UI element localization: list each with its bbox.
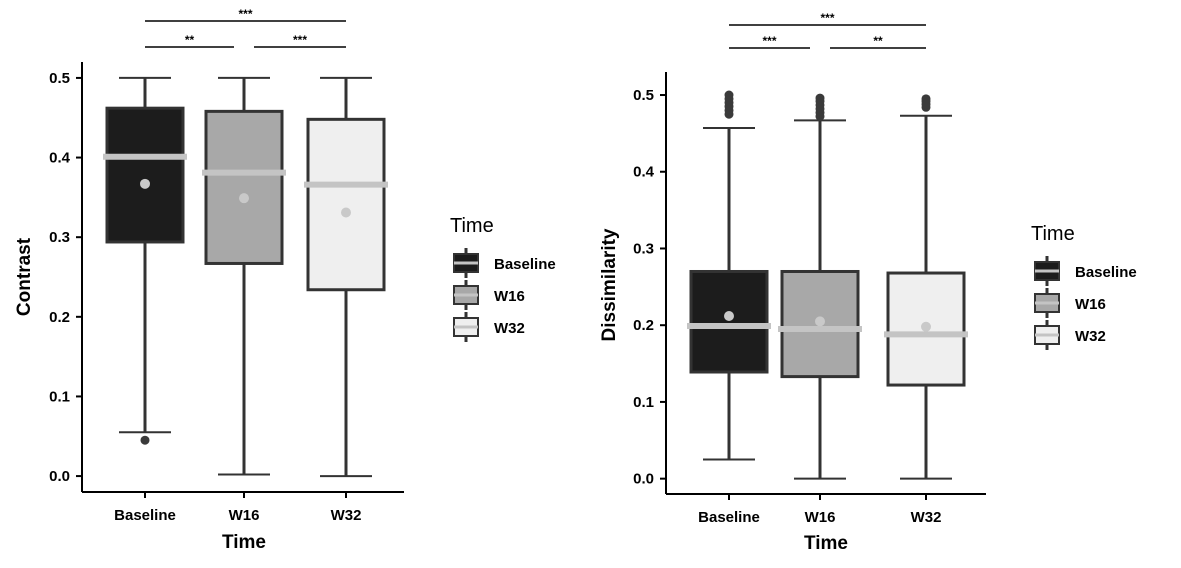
significance-w16-w32: *** (254, 33, 346, 48)
contrast-legend: Time Baseline W16 W32 (450, 215, 556, 342)
significance-label: *** (293, 33, 307, 47)
outlier-point (724, 90, 734, 100)
significance-baseline-w16: ** (145, 33, 234, 48)
mean-point (239, 193, 249, 204)
mean-point (921, 321, 931, 332)
mean-point (341, 207, 351, 218)
mean-point (815, 316, 825, 327)
box-w32 (304, 76, 388, 478)
significance-label: ** (873, 34, 883, 48)
dissimilarity-panel: 0.0 0.1 0.2 0.3 0.4 0.5 Baseline W16 W32 Time Diss… (599, 11, 986, 554)
box-w16 (202, 76, 286, 476)
y-tick-label: 0.0 (49, 468, 70, 485)
legend-title: Time (450, 215, 494, 237)
significance-label: *** (820, 11, 834, 25)
iqr-box (689, 269, 769, 374)
legend-label: W16 (494, 288, 525, 305)
y-tick-label: 0.2 (49, 309, 70, 326)
box-baseline (103, 76, 187, 445)
box-w16 (778, 93, 862, 480)
legend-item-baseline: Baseline (453, 248, 556, 278)
box-w32 (884, 94, 968, 480)
outlier-point (921, 94, 931, 104)
iqr-box (204, 109, 284, 265)
legend-label: W16 (1075, 296, 1106, 313)
legend-item-baseline: Baseline (1034, 256, 1137, 286)
y-tick-label: 0.4 (49, 150, 71, 167)
outlier-point (140, 435, 150, 445)
legend-label: W32 (1075, 328, 1106, 345)
y-tick-label: 0.0 (633, 471, 654, 488)
y-tick-label: 0.1 (633, 394, 654, 411)
y-tick-label: 0.3 (49, 229, 70, 246)
legend-item-w16: W16 (1034, 288, 1106, 318)
y-axis-title: Dissimilarity (599, 228, 620, 341)
legend-label: Baseline (494, 256, 556, 273)
y-axis-title: Contrast (14, 237, 35, 316)
x-tick-label-baseline: Baseline (698, 509, 760, 526)
mean-point (724, 310, 734, 321)
x-axis-title: Time (222, 532, 266, 553)
y-tick-label: 0.2 (633, 317, 654, 334)
dissimilarity-legend: Time Baseline W16 W32 (1031, 223, 1137, 350)
significance-baseline-w16: *** (729, 34, 810, 49)
iqr-box (105, 106, 185, 244)
legend-title: Time (1031, 223, 1075, 245)
mean-point (140, 178, 150, 189)
iqr-box (306, 117, 386, 292)
x-tick-label-w16: W16 (229, 507, 260, 524)
x-tick-label-w16: W16 (805, 509, 836, 526)
y-tick-label: 0.3 (633, 240, 654, 257)
legend-item-w16: W16 (453, 280, 525, 310)
y-tick-label: 0.4 (633, 164, 655, 181)
significance-baseline-w32: *** (145, 7, 346, 22)
box-baseline (687, 90, 771, 461)
legend-label: W32 (494, 320, 525, 337)
legend-item-w32: W32 (453, 312, 525, 342)
legend-item-w32: W32 (1034, 320, 1106, 350)
contrast-panel: 0.0 0.1 0.2 0.3 0.4 0.5 Baseline W16 W32 Time Cont… (14, 7, 404, 553)
y-tick-label: 0.5 (633, 87, 654, 104)
significance-label: ** (185, 33, 195, 47)
significance-baseline-w32: *** (729, 11, 926, 26)
x-tick-label-w32: W32 (911, 509, 942, 526)
significance-label: *** (762, 34, 776, 48)
y-tick-label: 0.5 (49, 70, 70, 87)
outlier-point (815, 93, 825, 103)
y-tick-label: 0.1 (49, 388, 70, 405)
legend-label: Baseline (1075, 264, 1137, 281)
significance-w16-w32: ** (830, 34, 926, 49)
x-axis-title: Time (804, 533, 848, 554)
significance-label: *** (238, 7, 252, 21)
x-tick-label-w32: W32 (331, 507, 362, 524)
x-tick-label-baseline: Baseline (114, 507, 176, 524)
